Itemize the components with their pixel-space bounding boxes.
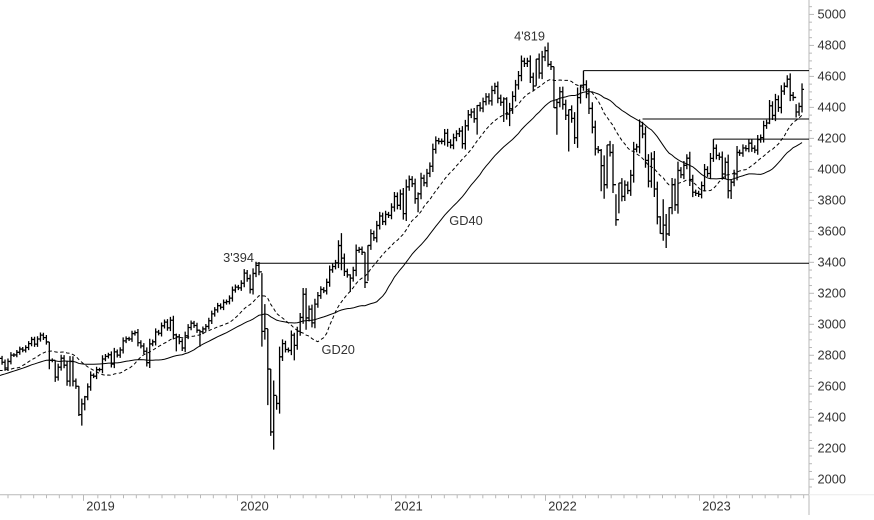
svg-text:3400: 3400 xyxy=(818,255,846,270)
svg-text:4'819: 4'819 xyxy=(514,28,545,43)
svg-text:GD20: GD20 xyxy=(322,342,355,357)
svg-text:3600: 3600 xyxy=(818,224,846,239)
svg-text:2400: 2400 xyxy=(818,410,846,425)
svg-text:3800: 3800 xyxy=(818,193,846,208)
svg-text:2000: 2000 xyxy=(818,472,846,487)
svg-text:4200: 4200 xyxy=(818,131,846,146)
svg-text:2020: 2020 xyxy=(240,499,268,514)
svg-text:2600: 2600 xyxy=(818,379,846,394)
svg-text:3000: 3000 xyxy=(818,317,846,332)
svg-text:4000: 4000 xyxy=(818,162,846,177)
svg-text:2800: 2800 xyxy=(818,348,846,363)
svg-text:4800: 4800 xyxy=(818,38,846,53)
svg-text:GD40: GD40 xyxy=(449,213,482,228)
svg-text:3200: 3200 xyxy=(818,286,846,301)
svg-text:2022: 2022 xyxy=(548,499,576,514)
svg-text:2200: 2200 xyxy=(818,441,846,456)
svg-text:5000: 5000 xyxy=(818,7,846,22)
svg-text:2021: 2021 xyxy=(394,499,422,514)
svg-text:4600: 4600 xyxy=(818,69,846,84)
svg-text:2019: 2019 xyxy=(86,499,114,514)
svg-text:3'394: 3'394 xyxy=(223,250,254,265)
svg-text:4400: 4400 xyxy=(818,100,846,115)
svg-text:2023: 2023 xyxy=(702,499,730,514)
